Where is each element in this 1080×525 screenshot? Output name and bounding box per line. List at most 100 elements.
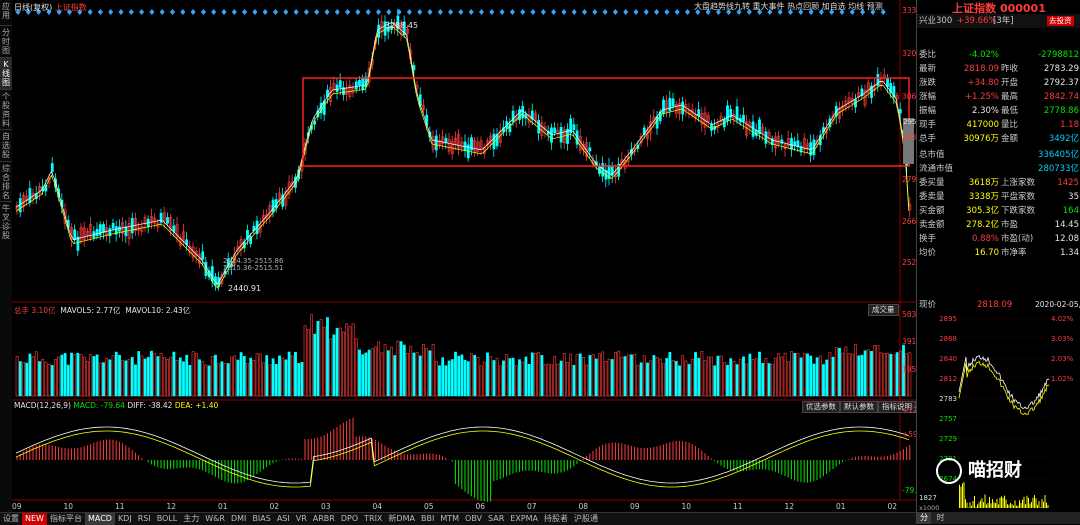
candle-body: [74, 230, 76, 240]
indicator-tab[interactable]: 设置: [0, 513, 22, 525]
volume-bar: [285, 360, 287, 396]
tab-app[interactable]: 应用: [0, 0, 12, 26]
x-tick: 12: [167, 502, 177, 511]
mini-vol-bar: [1028, 498, 1029, 508]
indicator-tab[interactable]: KDJ: [115, 513, 135, 525]
mini-vol-bar: [967, 503, 968, 508]
volume-bar: [336, 328, 338, 396]
indicator-tab[interactable]: W&R: [202, 513, 228, 525]
volume-bar: [208, 366, 210, 396]
indicator-tab[interactable]: 新DMA: [385, 513, 418, 525]
mini-vol-bar: [1001, 496, 1002, 508]
indicator-tab[interactable]: TRIX: [361, 513, 385, 525]
forecast-button[interactable]: 预测: [867, 2, 883, 11]
candle-body: [742, 115, 744, 121]
candle-body: [99, 225, 101, 235]
candle-body: [29, 188, 31, 202]
volume-bar: [493, 361, 495, 396]
volume-bar: [464, 360, 466, 396]
indicator-tab[interactable]: BBI: [418, 513, 437, 525]
volume-bar: [186, 355, 188, 396]
volume-bar: [96, 355, 98, 396]
volume-bar: [173, 352, 175, 396]
tab-kline[interactable]: K线图: [0, 58, 12, 90]
volume-bar: [102, 363, 104, 396]
quote-panel: 上证指数 000001 兴业300 +39.66% [3年] 去投资 委比-4.…: [916, 0, 1080, 524]
volume-bar: [394, 356, 396, 396]
mini-vol-bar: [988, 503, 989, 508]
volume-bar: [832, 357, 834, 396]
candle-body: [512, 111, 514, 122]
mini-axis-left: 2729: [939, 435, 957, 443]
mini-vol-bar: [1046, 503, 1047, 508]
indicator-tab[interactable]: BIAS: [249, 513, 273, 525]
mini-vol-bar: [1006, 500, 1007, 508]
indicator-tab[interactable]: ASI: [274, 513, 293, 525]
volume-bar: [429, 351, 431, 396]
indicator-tab[interactable]: RSI: [135, 513, 154, 525]
mini-vol-bar: [980, 500, 981, 508]
kline-chart[interactable]: [12, 0, 916, 512]
add-watch-button[interactable]: 加自选: [822, 2, 846, 11]
volume-bar: [762, 363, 764, 396]
volume-bar: [138, 351, 140, 396]
indicator-tab[interactable]: EXPMA: [507, 513, 541, 525]
tab-intraday[interactable]: 分时图: [0, 26, 12, 58]
indicator-tab[interactable]: 指标平台: [47, 513, 85, 525]
volume-bar: [445, 366, 447, 396]
candle-body: [886, 78, 888, 87]
volume-bar: [768, 363, 770, 396]
optimal-params-button[interactable]: 优选参数: [802, 401, 840, 413]
mini-vol-bar: [1021, 503, 1022, 508]
volume-bar: [19, 362, 21, 396]
x-tick: 08: [579, 502, 589, 511]
indicator-tab[interactable]: OBV: [462, 513, 485, 525]
indicator-tab[interactable]: DPO: [338, 513, 361, 525]
indicator-tab[interactable]: MTM: [437, 513, 462, 525]
mini-vol-bar: [1031, 502, 1032, 508]
indicator-tab[interactable]: 沪股通: [571, 513, 601, 525]
ma-button[interactable]: 均线: [848, 2, 864, 11]
volume-bar: [573, 365, 575, 396]
x-tick: 07: [527, 502, 537, 511]
volume-bar: [816, 358, 818, 396]
indicator-tab[interactable]: DMI: [228, 513, 249, 525]
indicator-tab[interactable]: BOLL: [154, 513, 181, 525]
mini-tab-time[interactable]: 时: [934, 512, 948, 524]
volume-bar: [179, 358, 181, 396]
tab-ranking[interactable]: 综合排名: [0, 162, 12, 202]
indicator-tab[interactable]: ARBR: [310, 513, 338, 525]
indicator-tab[interactable]: SAR: [485, 513, 507, 525]
volume-bar: [368, 350, 370, 396]
tab-stock-info[interactable]: 个股资料: [0, 90, 12, 130]
volume-bar: [528, 364, 530, 396]
indicator-tab[interactable]: VR: [293, 513, 310, 525]
volume-indicator-button[interactable]: 成交量: [868, 304, 899, 316]
review-button[interactable]: 热点回顾: [787, 2, 819, 11]
quote-row: 委比-4.02%-2798812: [917, 48, 1080, 62]
mini-tab-minute[interactable]: 分: [917, 512, 931, 524]
trend-button[interactable]: 大盘趋势线九转: [694, 2, 750, 11]
volume-bar: [669, 352, 671, 396]
mini-vol-bar: [989, 497, 990, 508]
candle-body: [560, 127, 562, 142]
x-tick: 11: [733, 502, 743, 511]
tab-watchlist[interactable]: 自选股: [0, 130, 12, 162]
candle-body: [752, 122, 754, 137]
candle-body: [435, 136, 437, 150]
default-params-button[interactable]: 默认参数: [840, 401, 878, 413]
tab-diagnosis[interactable]: 牛叉诊股: [0, 202, 12, 228]
volume-bar: [749, 354, 751, 396]
indicator-tab[interactable]: NEW: [22, 513, 47, 525]
mini-vol-bar: [970, 502, 971, 508]
event-button[interactable]: 重大事件: [753, 2, 785, 11]
volume-bar: [38, 362, 40, 396]
volume-bar: [864, 351, 866, 396]
indicator-tab[interactable]: 持股者: [541, 513, 571, 525]
volume-bar: [714, 366, 716, 396]
invest-button[interactable]: 去投资: [1047, 16, 1074, 26]
indicator-tab[interactable]: MACD: [85, 513, 115, 525]
indicator-tab[interactable]: 主力: [180, 513, 202, 525]
promo-row: 兴业300 +39.66% [3年] 去投资: [917, 14, 1080, 28]
